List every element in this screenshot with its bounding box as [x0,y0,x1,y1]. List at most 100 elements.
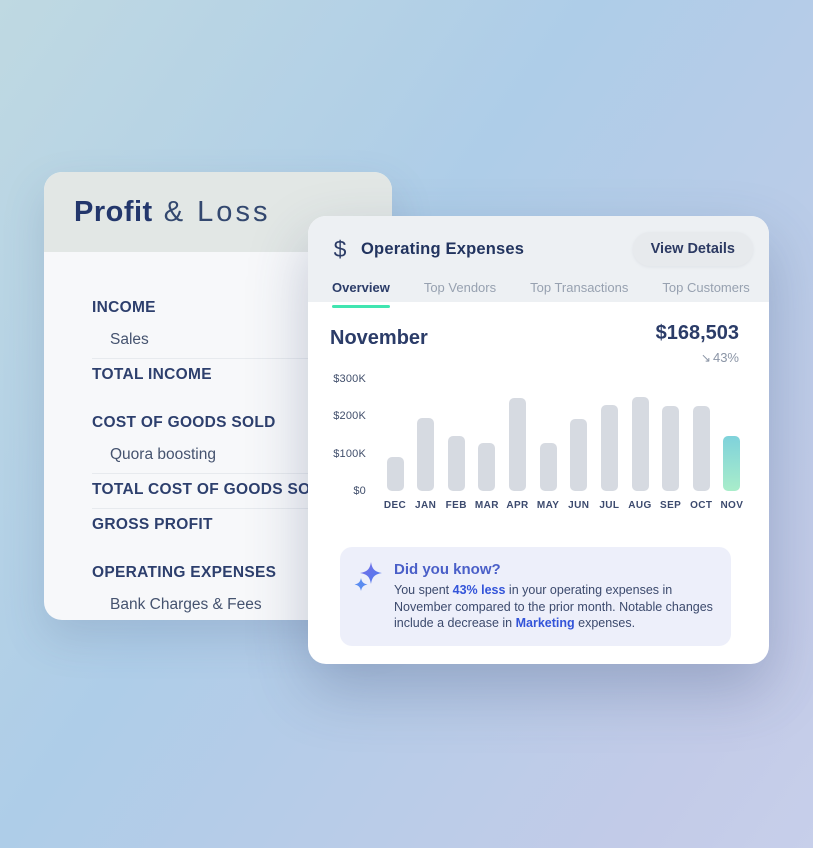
profit-loss-title-bold: Profit [74,195,153,228]
arrow-down-right-icon: ↘ [700,351,711,365]
x-tick-label-oct: OCT [690,500,713,511]
bar-area [509,379,526,491]
pnl-row-gross-profit: GROSS PROFIT [92,516,213,533]
tip-plain-text: expenses. [574,616,636,630]
chart-column-jul: JUL [596,379,622,511]
dollar-icon: $ [333,235,347,262]
chart-column-jan: JAN [413,379,439,511]
bar-jun[interactable] [570,419,588,491]
x-tick-label-aug: AUG [628,500,652,511]
row-divider [92,508,392,509]
x-tick-label-jul: JUL [599,500,620,511]
tip-plain-text: You spent [394,583,453,597]
x-tick-label-mar: MAR [474,500,499,511]
tip-plain-text: in your operating expenses in November c… [394,583,713,630]
bar-area [478,379,496,491]
chart-column-sep: SEP [658,379,684,511]
summary-spacer [428,322,656,365]
tab-overview[interactable]: Overview [332,280,390,308]
chart-column-apr: APR [505,379,531,511]
x-tick-label-feb: FEB [445,500,467,511]
pnl-row-income: INCOME [92,299,156,316]
operating-expenses-card: $ Operating Expenses View Details Overvi… [308,216,769,664]
bar-area [723,379,741,491]
amount-block: $168,503 ↘ 43% [656,322,739,365]
bar-area [417,379,435,491]
pnl-row-cost-of-goods-sold: COST OF GOODS SOLD [92,414,276,431]
chart-column-nov: NOV [719,379,745,511]
chart-column-jun: JUN [566,379,592,511]
tip-highlight-text: 43% less [452,583,506,597]
did-you-know-box: Did you know? You spent 43% less in your… [340,547,731,646]
bar-area [631,379,649,491]
row-divider [92,358,392,359]
bar-area [662,379,680,491]
x-tick-label-sep: SEP [660,500,682,511]
month-heading: November [330,327,428,349]
chart-column-aug: AUG [627,379,653,511]
tab-top-vendors[interactable]: Top Vendors [423,280,497,295]
bar-feb[interactable] [447,435,465,491]
y-tick-label: $100K [333,447,366,460]
row-divider [92,473,392,474]
tip-highlight-text: Marketing [515,616,575,630]
bar-area [539,379,557,491]
bar-jul[interactable] [600,405,618,491]
operating-expenses-header: $ Operating Expenses View Details Overvi… [308,216,769,308]
total-amount: $168,503 [655,322,739,344]
pnl-row-bank-charges-fees: Bank Charges & Fees [110,596,262,613]
pnl-row-total-income: TOTAL INCOME [92,366,212,383]
bar-mar[interactable] [478,443,496,491]
operating-expenses-header-row: $ Operating Expenses View Details [328,230,753,268]
profit-loss-title-light: & Loss [163,195,271,228]
x-tick-label-jun: JUN [568,500,590,511]
operating-expenses-title: Operating Expenses [361,239,525,258]
bar-area [692,379,710,491]
change-percent: 43% [712,350,739,365]
tab-top-customers[interactable]: Top Customers [662,280,750,295]
bar-dec[interactable] [386,457,404,491]
bar-jan[interactable] [417,418,435,491]
pnl-rows: INCOME Sales TOTAL INCOME COST OF GOODS SOL… [44,252,392,621]
sparkle-icon [354,562,382,591]
bar-area [386,379,404,491]
chart-column-mar: MAR [474,379,500,511]
tip-content: Did you know? You spent 43% less in your… [394,561,715,632]
x-tick-label-apr: APR [506,500,529,511]
expenses-bar-chart: $300K $200K $100K $0 DEC JAN FEB MAR APR MAY JUN J… [326,373,745,511]
tip-title: Did you know? [394,561,501,578]
chart-column-dec: DEC [382,379,408,511]
summary-row: November $168,503 ↘ 43% [330,322,739,365]
bar-nov[interactable] [723,435,741,491]
x-tick-label-dec: DEC [383,500,407,511]
bar-oct[interactable] [692,405,710,491]
chart-column-oct: OCT [688,379,714,511]
pnl-row-total-cost-of-goods-sold: TOTAL COST OF GOODS SOLD [92,481,332,498]
change-indicator: ↘ 43% [656,350,739,365]
bar-may[interactable] [539,443,557,491]
operating-expenses-body: November $168,503 ↘ 43% $300K $200K $100K $0… [308,302,769,646]
bar-aug[interactable] [631,396,649,491]
x-tick-label-may: MAY [536,500,560,511]
y-axis-labels: $300K $200K $100K $0 [326,373,366,497]
bar-sep[interactable] [662,405,680,491]
y-tick-label: $300K [333,373,366,385]
bar-area [570,379,588,491]
bar-area [600,379,618,491]
chart-columns: DEC JAN FEB MAR APR MAY JUN JUL AUG SEP OCT NOV [382,379,745,511]
x-tick-label-nov: NOV [720,500,744,511]
pnl-row-sales: Sales [110,331,149,348]
pnl-row-quora-boosting: Quora boosting [110,446,216,463]
x-tick-label-jan: JAN [415,500,437,511]
pnl-row-operating-expenses: OPERATING EXPENSES [92,564,277,581]
profit-loss-title: Profit & Loss [74,196,270,229]
y-tick-label: $0 [353,485,366,497]
tip-text: You spent 43% less in your operating exp… [394,582,715,632]
view-details-button[interactable]: View Details [632,232,753,266]
bar-area [447,379,465,491]
tab-top-transactions[interactable]: Top Transactions [530,280,629,295]
chart-column-may: MAY [535,379,561,511]
bar-apr[interactable] [509,397,526,491]
chart-column-feb: FEB [443,379,469,511]
y-tick-label: $200K [333,410,366,423]
